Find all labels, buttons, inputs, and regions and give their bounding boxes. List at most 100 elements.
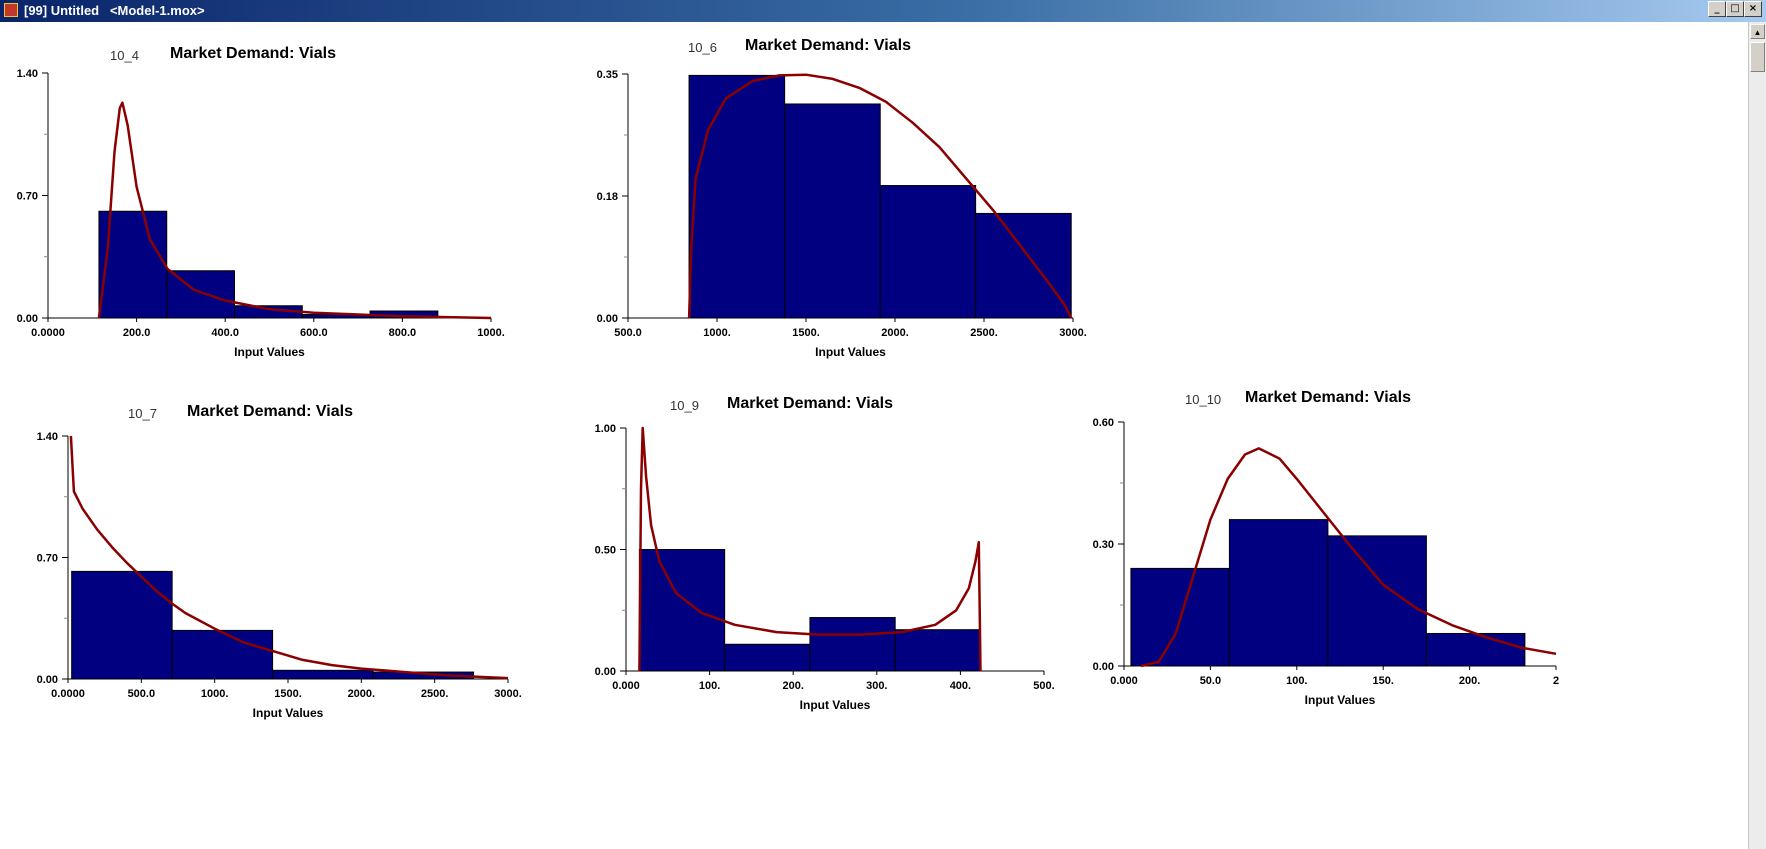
y-tick-label: 0.00 [1093, 661, 1114, 673]
fitted-distribution-curve [97, 101, 492, 320]
histogram-chart-10-9: 10_9 Market Demand: Vials 0.00 0.50 1.00 0.00… [570, 390, 1070, 720]
chart-svg: 10_9 Market Demand: Vials 0.00 0.50 1.00 0.00… [595, 395, 1055, 712]
x-tick-label: 2000. [881, 327, 909, 339]
chart-title: Market Demand: Vials [170, 45, 336, 62]
histogram-bar [272, 669, 374, 680]
x-tick-label: 2000. [348, 688, 376, 700]
y-tick-label: 0.50 [595, 545, 616, 557]
histogram-bar [638, 549, 726, 672]
chart-svg: 10_4 Market Demand: Vials 0.00 0.70 1.40 0.00… [17, 45, 505, 359]
x-tick-label: 500.0 [128, 688, 156, 700]
histogram-chart-10-7: 10_7 Market Demand: Vials 0.00 0.70 1.40 0.00… [0, 398, 560, 728]
chart-svg: 10_6 Market Demand: Vials 0.00 0.18 0.35 500.… [597, 37, 1087, 359]
maximize-icon[interactable]: □ [1726, 1, 1744, 17]
fitted-distribution-curve [1141, 447, 1557, 668]
histogram-bar [688, 74, 786, 319]
x-tick-label: 500. [1033, 680, 1054, 692]
y-tick-label: 0.70 [17, 191, 38, 203]
x-tick-label: 1000. [703, 327, 731, 339]
y-tick-label: 1.00 [595, 423, 616, 435]
scroll-up-icon[interactable]: ▲ [1750, 24, 1765, 39]
fitted-distribution-curve [687, 73, 1073, 319]
fitted-distribution-curve [638, 426, 982, 672]
chart-id-label: 10_7 [128, 406, 157, 421]
chart-id-label: 10_4 [110, 48, 139, 63]
close-icon[interactable]: × [1744, 1, 1762, 17]
chart-title: Market Demand: Vials [727, 395, 893, 412]
histogram-chart-10-4: 10_4 Market Demand: Vials 0.00 0.70 1.40 0.00… [0, 40, 560, 370]
y-tick-label: 0.00 [37, 674, 58, 686]
histogram-bar [171, 629, 274, 680]
window-title: [99] Untitled <Model-1.mox> [24, 3, 205, 18]
x-axis-label: Input Values [815, 345, 886, 359]
x-tick-label: 100. [1286, 675, 1307, 687]
histogram-bar [71, 570, 173, 680]
x-tick-label: 50.0 [1200, 675, 1221, 687]
chart-title: Market Demand: Vials [745, 37, 911, 54]
x-tick-label: 1500. [792, 327, 820, 339]
x-tick-label: 1500. [274, 688, 302, 700]
chart-id-label: 10_9 [670, 398, 699, 413]
scroll-thumb[interactable] [1750, 42, 1765, 72]
x-axis-label: Input Values [800, 698, 871, 712]
histogram-bar [1425, 632, 1526, 667]
y-tick-label: 0.00 [17, 313, 38, 325]
x-tick-label: 200. [1459, 675, 1480, 687]
y-tick-label: 1.40 [37, 431, 58, 443]
vertical-scrollbar[interactable]: ▲ [1748, 22, 1766, 849]
chart-title: Market Demand: Vials [187, 403, 353, 420]
window-titlebar[interactable]: [99] Untitled <Model-1.mox> _ □ × [0, 0, 1766, 22]
minimize-icon[interactable]: _ [1708, 1, 1726, 17]
x-tick-label: 0.0000 [31, 327, 65, 339]
x-tick-label: 500.0 [614, 327, 642, 339]
x-axis-label: Input Values [234, 345, 305, 359]
chart-title: Market Demand: Vials [1245, 389, 1411, 406]
y-tick-label: 0.00 [595, 666, 616, 678]
x-tick-label: 0.000 [612, 680, 640, 692]
x-tick-label: 800.0 [389, 327, 417, 339]
x-tick-label: 400.0 [211, 327, 239, 339]
histogram-bar [894, 629, 981, 672]
histogram-bar [1228, 519, 1329, 667]
x-tick-label: 300. [866, 680, 887, 692]
y-tick-label: 0.00 [597, 313, 618, 325]
histogram-bar [1327, 535, 1427, 667]
x-tick-label: 150. [1372, 675, 1393, 687]
x-axis-label: Input Values [253, 706, 324, 720]
x-tick-label: 600.0 [300, 327, 328, 339]
chart-svg: 10_7 Market Demand: Vials 0.00 0.70 1.40 0.00… [37, 403, 522, 720]
x-tick-label: 2500. [970, 327, 998, 339]
histogram-bar [724, 643, 811, 672]
window-controls: _ □ × [1708, 1, 1762, 17]
x-tick-label: 3000. [494, 688, 522, 700]
histogram-bar [809, 617, 896, 672]
y-tick-label: 0.60 [1093, 417, 1114, 429]
x-tick-label: 400. [950, 680, 971, 692]
fitted-distribution-curve [69, 435, 509, 680]
histogram-bar [975, 212, 1072, 319]
histogram-chart-10-10: 10_10 Market Demand: Vials 0.00 0.30 0.60 0.0… [1080, 384, 1560, 714]
x-tick-label: 200. [782, 680, 803, 692]
chart-svg: 10_10 Market Demand: Vials 0.00 0.30 0.60 0.0… [1093, 389, 1559, 707]
histogram-bar [879, 185, 977, 319]
x-tick-label: 200.0 [123, 327, 151, 339]
histogram-chart-10-6: 10_6 Market Demand: Vials 0.00 0.18 0.35 500.… [570, 32, 1090, 372]
x-tick-label: 2 [1553, 675, 1559, 687]
y-tick-label: 0.35 [597, 69, 618, 81]
y-tick-label: 0.70 [37, 553, 58, 565]
chart-id-label: 10_10 [1185, 392, 1221, 407]
x-tick-label: 3000. [1059, 327, 1087, 339]
y-tick-label: 0.18 [597, 191, 618, 203]
x-tick-label: 1000. [477, 327, 505, 339]
y-tick-label: 0.30 [1093, 539, 1114, 551]
x-tick-label: 0.0000 [51, 688, 85, 700]
y-tick-label: 1.40 [17, 68, 38, 80]
app-icon[interactable] [4, 3, 18, 17]
x-tick-label: 0.000 [1110, 675, 1138, 687]
histogram-bar [784, 103, 881, 319]
chart-id-label: 10_6 [688, 40, 717, 55]
x-axis-label: Input Values [1305, 693, 1376, 707]
x-tick-label: 100. [699, 680, 720, 692]
x-tick-label: 1000. [201, 688, 229, 700]
x-tick-label: 2500. [421, 688, 449, 700]
